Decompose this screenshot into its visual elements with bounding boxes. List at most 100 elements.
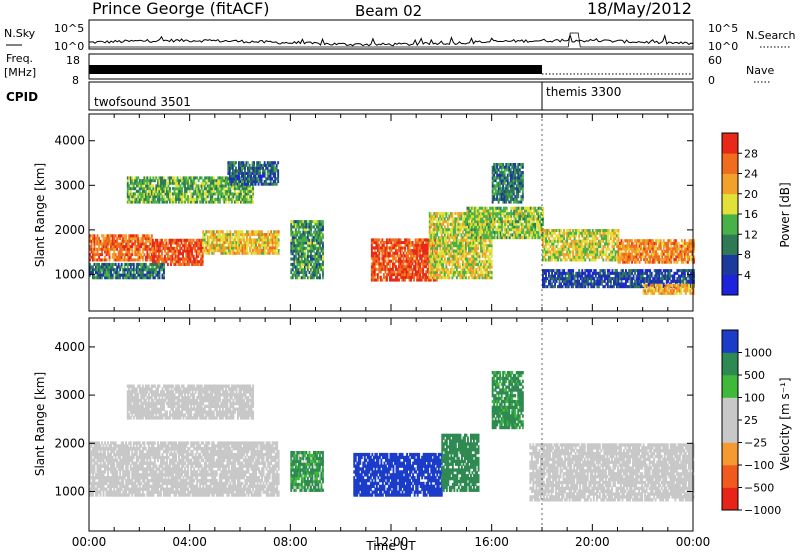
power-cell-9	[490, 228, 493, 232]
power-cell-2	[229, 251, 232, 255]
power-cell-9	[487, 214, 490, 218]
power-cell-11	[543, 239, 546, 243]
power-cell-0	[89, 253, 91, 257]
power-cell-8	[428, 225, 431, 229]
power-cell-7	[404, 249, 407, 253]
power-cell-10	[496, 197, 499, 201]
power-cell-1	[159, 254, 162, 258]
power-cell-11	[546, 242, 549, 246]
power-cell-8	[443, 217, 446, 221]
power-cell-8	[471, 254, 473, 258]
power-cell-1	[154, 254, 157, 258]
power-cell-6	[299, 276, 302, 280]
power-cell-1	[189, 260, 192, 264]
power-cell-3	[155, 268, 158, 272]
power-cell-2	[277, 249, 280, 253]
power-cell-10	[517, 192, 520, 196]
power-cell-0	[150, 242, 153, 246]
power-cell-4	[184, 181, 187, 185]
power-cell-2	[234, 246, 236, 250]
power-cell-4	[167, 184, 170, 188]
power-cell-4	[184, 197, 187, 201]
power-cell-4	[243, 187, 245, 191]
power-cell-4	[220, 189, 223, 193]
power-cell-0	[102, 245, 105, 249]
power-cell-4	[131, 195, 134, 199]
power-cell-4	[160, 184, 162, 188]
power-cell-11	[564, 247, 567, 251]
power-cell-7	[373, 278, 376, 282]
power-cell-2	[246, 238, 248, 242]
power-cell-7	[378, 259, 381, 263]
power-cell-9	[472, 233, 475, 237]
power-cell-7	[417, 278, 420, 282]
power-cell-5	[262, 166, 265, 170]
power-cell-6	[300, 225, 303, 229]
power-cell-1	[177, 249, 180, 253]
power-cell-8	[474, 238, 477, 242]
power-cell-5	[247, 161, 249, 165]
power-cell-9	[469, 214, 472, 218]
power-cell-4	[203, 192, 206, 196]
power-cell-1	[188, 257, 191, 261]
power-cell-5	[248, 177, 251, 181]
power-cell-3	[116, 270, 119, 274]
power-cell-4	[197, 197, 200, 201]
power-cell-9	[511, 233, 514, 237]
power-cell-9	[526, 220, 529, 224]
power-cell-11	[557, 258, 560, 262]
power-cell-3	[107, 265, 110, 269]
power-cell-0	[119, 237, 122, 241]
power-cell-6	[293, 220, 296, 224]
power-cell-8	[468, 241, 470, 245]
power-cell-6	[314, 268, 317, 272]
power-cell-8	[431, 220, 434, 224]
power-cell-4	[164, 179, 167, 183]
power-cell-0	[107, 245, 110, 249]
power-cell-7	[372, 265, 375, 269]
power-cell-6	[317, 252, 320, 256]
power-cell-1	[197, 238, 200, 242]
power-cell-4	[150, 179, 153, 183]
power-cell-1	[167, 257, 169, 261]
power-cell-0	[101, 247, 104, 251]
power-cell-6	[302, 260, 305, 264]
power-cell-11	[542, 239, 544, 243]
power-cell-10	[509, 176, 512, 180]
power-cell-4	[237, 200, 239, 204]
power-cell-8	[490, 246, 493, 250]
power-cell-4	[176, 179, 179, 183]
power-cell-2	[221, 249, 224, 253]
power-cell-10	[503, 189, 506, 193]
power-cell-6	[313, 265, 315, 269]
power-cell-6	[316, 225, 318, 229]
power-cell-6	[294, 233, 297, 237]
power-cell-2	[206, 249, 209, 253]
power-cell-8	[428, 222, 431, 226]
power-cell-7	[404, 270, 407, 274]
power-cell-5	[259, 166, 262, 170]
power-cell-0	[150, 239, 153, 243]
power-cell-8	[465, 254, 467, 258]
power-cell-11	[563, 245, 566, 249]
power-cell-3	[163, 262, 165, 266]
power-cell-3	[157, 273, 159, 277]
power-cell-0	[126, 245, 129, 249]
power-cell-4	[166, 189, 168, 193]
power-cell-1	[162, 246, 165, 250]
power-cell-5	[257, 169, 260, 173]
power-cell-7	[423, 265, 426, 269]
power-cell-7	[407, 254, 410, 258]
power-cell-3	[102, 265, 105, 269]
power-cell-8	[462, 265, 464, 269]
power-cell-8	[472, 249, 475, 253]
power-cell-5	[244, 182, 246, 186]
power-cell-9	[499, 220, 502, 224]
power-cell-5	[228, 174, 231, 178]
power-cell-8	[457, 257, 460, 261]
power-cell-0	[90, 247, 93, 251]
power-cell-9	[492, 209, 495, 213]
power-cell-6	[311, 241, 314, 245]
power-cell-1	[158, 241, 160, 245]
power-cell-4	[237, 195, 239, 199]
